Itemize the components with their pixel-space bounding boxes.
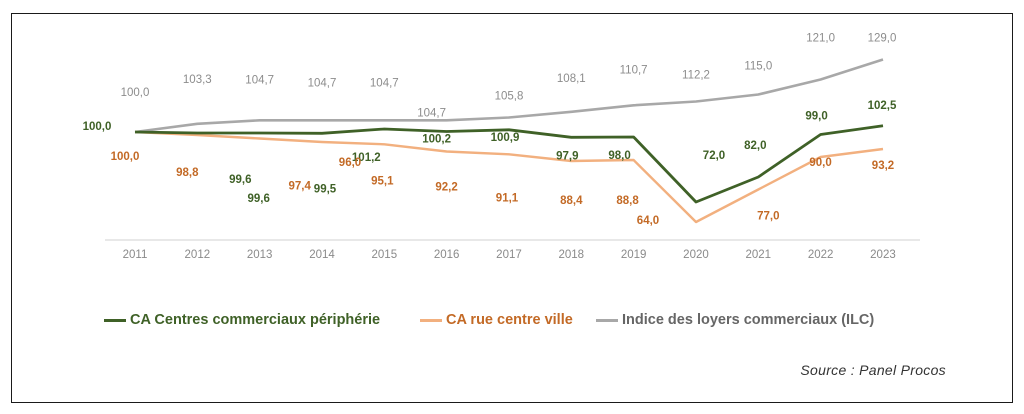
data-label-green: 99,0 <box>805 111 827 123</box>
data-label-orange: 77,0 <box>757 211 779 223</box>
data-label-gray: 121,0 <box>806 33 835 45</box>
x-tick-label: 2017 <box>496 249 522 261</box>
data-label-layer: 100,0 99,6 99,6 99,5 101,2 100,2 100,9 97,9 98,0… <box>83 33 897 228</box>
x-tick-layer: 2011 2012 2013 2014 2015 2016 2017 2018 2019 2020… <box>123 249 896 261</box>
data-label-green: 101,2 <box>352 152 381 164</box>
data-label-gray: 104,7 <box>417 107 446 119</box>
data-label-gray: 104,7 <box>245 74 274 86</box>
data-label-orange: 92,2 <box>435 182 457 194</box>
chart-frame <box>11 13 1013 403</box>
x-tick-label: 2023 <box>870 249 896 261</box>
legend-label-gray: Indice des loyers commerciaux (ILC) <box>622 312 875 328</box>
x-tick-label: 2016 <box>434 249 460 261</box>
x-tick-label: 2015 <box>372 249 398 261</box>
data-label-orange: 95,1 <box>371 175 394 187</box>
legend-item-gray: Indice des loyers commerciaux (ILC) <box>596 312 874 328</box>
data-label-orange: 64,0 <box>637 215 659 227</box>
legend: CA Centres commerciaux périphérie CA rue… <box>0 312 1024 332</box>
series-line-green <box>134 124 884 204</box>
data-label-green: 100,9 <box>491 132 520 144</box>
x-tick-label: 2013 <box>247 249 273 261</box>
data-label-green: 100,2 <box>422 134 451 146</box>
data-label-gray: 108,1 <box>557 73 586 85</box>
data-label-orange: 93,2 <box>872 160 894 172</box>
x-tick-label: 2020 <box>683 249 709 261</box>
source-note: Source : Panel Procos <box>800 362 946 378</box>
legend-swatch-green <box>104 318 126 322</box>
data-label-gray: 129,0 <box>868 33 897 45</box>
x-tick-label: 2011 <box>123 249 148 261</box>
data-label-orange: 88,8 <box>616 195 639 207</box>
data-label-green: 99,6 <box>248 193 270 205</box>
series-layer <box>134 58 884 224</box>
data-label-green: 82,0 <box>744 140 766 152</box>
data-label-orange: 98,8 <box>176 167 199 179</box>
legend-item-orange: CA rue centre ville <box>420 312 573 328</box>
data-label-green: 102,5 <box>868 100 897 112</box>
data-label-gray: 112,2 <box>682 70 710 82</box>
data-label-green: 100,0 <box>83 121 112 133</box>
x-tick-label: 2019 <box>621 249 647 261</box>
data-label-gray: 115,0 <box>744 61 772 73</box>
series-line-gray <box>134 58 884 134</box>
x-tick-label: 2018 <box>559 249 585 261</box>
legend-swatch-gray <box>596 318 618 322</box>
data-label-orange: 100,0 <box>111 151 140 163</box>
data-label-gray: 100,0 <box>121 87 150 99</box>
legend-swatch-orange <box>420 318 442 322</box>
data-label-green: 97,9 <box>556 150 578 162</box>
data-label-gray: 105,8 <box>495 91 524 103</box>
data-label-gray: 103,3 <box>183 74 212 86</box>
series-line-orange <box>134 130 884 224</box>
data-label-green: 99,5 <box>314 183 337 195</box>
x-tick-label: 2012 <box>185 249 211 261</box>
x-tick-label: 2022 <box>808 249 834 261</box>
data-label-green: 72,0 <box>703 150 725 162</box>
data-label-orange: 90,0 <box>809 157 831 169</box>
data-label-gray: 104,7 <box>308 77 337 89</box>
data-label-orange: 91,1 <box>496 192 519 204</box>
legend-item-green: CA Centres commerciaux périphérie <box>104 312 380 328</box>
x-tick-label: 2021 <box>746 249 772 261</box>
data-label-green: 99,6 <box>229 174 251 186</box>
data-label-orange: 96,0 <box>339 157 361 169</box>
data-label-green: 98,0 <box>608 150 630 162</box>
data-label-gray: 104,7 <box>370 77 399 89</box>
data-label-orange: 97,4 <box>289 181 312 193</box>
data-label-gray: 110,7 <box>620 64 648 76</box>
data-label-orange: 88,4 <box>560 195 583 207</box>
legend-label-green: CA Centres commerciaux périphérie <box>130 312 381 328</box>
legend-label-orange: CA rue centre ville <box>446 312 573 328</box>
x-tick-label: 2014 <box>309 249 335 261</box>
